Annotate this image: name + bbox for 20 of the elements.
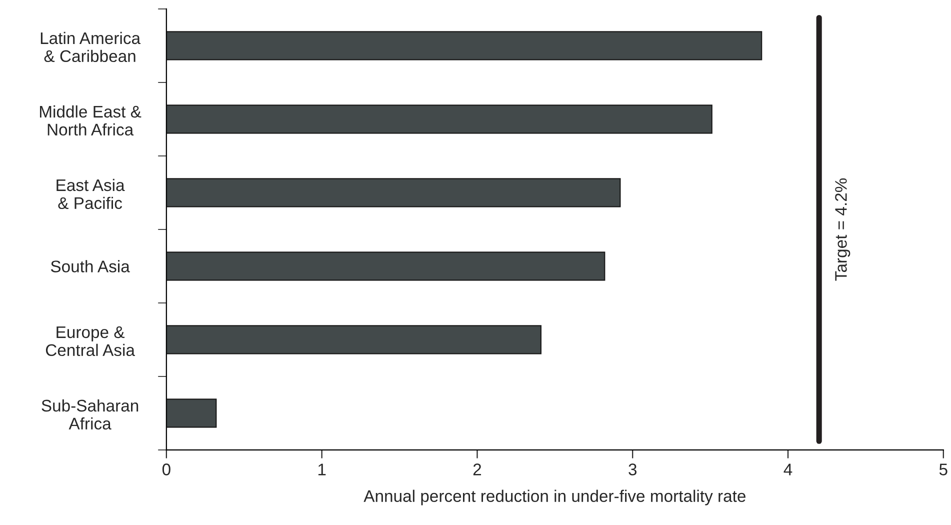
- y-tick-label: Middle East & North Africa: [40, 105, 142, 136]
- y-tick-label: Europe & Central Asia: [46, 326, 135, 356]
- bar: [166, 325, 542, 354]
- x-tick-label: 1: [318, 464, 326, 476]
- bar: [166, 178, 621, 208]
- x-tick-label: 3: [628, 464, 637, 476]
- x-tick-label: 4: [784, 464, 792, 476]
- y-tick-label: South Asia: [50, 260, 130, 272]
- x-tick-label: 0: [162, 464, 170, 476]
- x-tick-label: 2: [473, 464, 482, 476]
- bar: [166, 104, 712, 134]
- x-axis-title: Annual percent reduction in under-five mortality rate: [364, 490, 746, 506]
- y-tick-label: East Asia & Pacific: [56, 178, 125, 210]
- y-tick-label: Sub-Saharan Africa: [42, 399, 138, 430]
- x-tick-label: 5: [939, 464, 948, 476]
- bar: [166, 31, 762, 60]
- bar: [166, 398, 217, 428]
- bar: [166, 252, 606, 281]
- ref-line-label: Target = 4.2%: [835, 178, 850, 281]
- y-tick-label: Latin America & Caribbean: [40, 32, 141, 62]
